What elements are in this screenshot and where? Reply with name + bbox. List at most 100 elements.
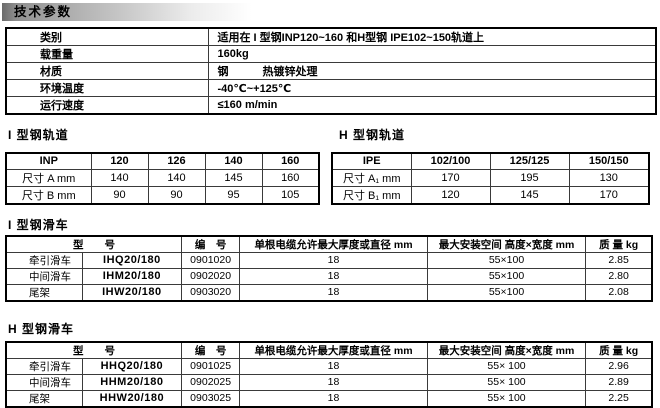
cell: 18 [239,267,428,285]
param-value: 适用在 I 型钢INP120~160 和H型钢 IPE102~150轨道上 [207,27,657,46]
header-cell: 质 量 kg [585,235,653,253]
title-banner: 技术参数 [2,3,254,21]
cell: 105 [261,185,320,204]
trolley-code: 0903020 [181,283,241,301]
param-value: -40℃~+125℃ [207,79,657,97]
trolley-type: 牵引滑车 [5,357,83,375]
i-trolley-table: 型 号 编 号 单根电缆允许最大厚度或直径 mm 最大安装空间 高度×宽度 mm… [5,234,653,302]
cell: 2.89 [585,373,653,391]
cell: 195 [489,168,570,187]
cell: 18 [239,283,428,301]
cell: 55×100 [426,251,587,269]
table-row: 尺寸 A mm 140 140 145 160 [5,168,320,187]
trolley-model: HHM20/180 [81,373,183,391]
table-row: 类别 适用在 I 型钢INP120~160 和H型钢 IPE102~150轨道上 [5,27,657,46]
cell: 2.96 [585,357,653,375]
cell: 18 [239,373,428,391]
rail-section: I 型钢轨道 INP 120 126 140 160 尺寸 A mm 140 1… [0,115,660,205]
header-cell: 单根电缆允许最大厚度或直径 mm [239,341,428,359]
table-row: 牵引滑车 HHQ20/180 0901025 18 55× 100 2.96 [5,357,653,375]
trolley-type: 牵引滑车 [5,251,83,269]
trolley-code: 0903025 [181,389,241,407]
param-value-secondary: 热镀锌处理 [262,66,318,78]
h-rail-table: IPE 102/100 125/125 150/150 尺寸 A₁ mm 170… [331,152,650,205]
cell: 18 [239,389,428,407]
cell: 90 [90,185,149,204]
table-row: 尾架 IHW20/180 0903020 18 55×100 2.08 [5,283,653,301]
cell: 2.80 [585,267,653,285]
h-rail-heading: H 型钢轨道 [339,128,406,142]
table-row: 型 号 编 号 单根电缆允许最大厚度或直径 mm 最大安装空间 高度×宽度 mm… [5,235,653,253]
h-rail-section: H 型钢轨道 IPE 102/100 125/125 150/150 尺寸 A₁… [331,115,660,205]
table-row: 尺寸 A₁ mm 170 195 130 [331,168,650,187]
table-row: 材质 钢热镀锌处理 [5,62,657,80]
cell: 170 [568,185,650,204]
table-row: 尺寸 B₁ mm 120 145 170 [331,185,650,204]
trolley-code: 0902020 [181,267,241,285]
param-label: 类别 [5,27,209,46]
h-trolley-heading: H 型钢滑车 [8,321,75,336]
cell: 2.08 [585,283,653,301]
cell: 55× 100 [426,357,587,375]
trolley-model: HHW20/180 [81,389,183,407]
i-rail-heading: I 型钢轨道 [8,128,69,142]
row-label: 尺寸 A₁ mm [331,168,412,187]
header-cell: 102/100 [410,152,491,170]
header-cell: 140 [204,152,263,170]
table-row: 尾架 HHW20/180 0903025 18 55× 100 2.25 [5,389,653,407]
param-label: 材质 [5,62,209,80]
header-cell: 编 号 [181,341,241,359]
trolley-type: 中间滑车 [5,267,83,285]
cell: 140 [90,168,149,187]
h-trolley-table: 型 号 编 号 单根电缆允许最大厚度或直径 mm 最大安装空间 高度×宽度 mm… [5,340,653,408]
header-cell: 150/150 [568,152,650,170]
cell: 2.25 [585,389,653,407]
row-label: 尺寸 B₁ mm [331,185,412,204]
header-cell: 120 [90,152,149,170]
cell: 160 [261,168,320,187]
param-value: 160kg [207,45,657,63]
table-row: 载重量 160kg [5,45,657,63]
tech-params-table: 类别 适用在 I 型钢INP120~160 和H型钢 IPE102~150轨道上… [5,27,657,115]
page-title: 技术参数 [14,5,73,19]
table-row: 型 号 编 号 单根电缆允许最大厚度或直径 mm 最大安装空间 高度×宽度 mm… [5,341,653,359]
header-cell: INP [5,152,92,170]
header-cell: 160 [261,152,320,170]
cell: 55× 100 [426,373,587,391]
header-cell: 质 量 kg [585,341,653,359]
cell: 18 [239,357,428,375]
cell: 90 [147,185,206,204]
cell: 140 [147,168,206,187]
param-label: 环境温度 [5,79,209,97]
trolley-code: 0902025 [181,373,241,391]
header-cell: 型 号 [5,341,183,359]
trolley-model: IHM20/180 [81,267,183,285]
param-label: 运行速度 [5,96,209,115]
header-cell: IPE [331,152,412,170]
cell: 145 [489,185,570,204]
table-row: 中间滑车 IHM20/180 0902020 18 55×100 2.80 [5,267,653,285]
cell: 145 [204,168,263,187]
trolley-code: 0901025 [181,357,241,375]
i-rail-section: I 型钢轨道 INP 120 126 140 160 尺寸 A mm 140 1… [0,115,331,205]
table-row: 环境温度 -40℃~+125℃ [5,79,657,97]
param-value: ≤160 m/min [207,96,657,115]
table-row: IPE 102/100 125/125 150/150 [331,152,650,170]
i-rail-table: INP 120 126 140 160 尺寸 A mm 140 140 145 … [5,152,320,205]
trolley-type: 中间滑车 [5,373,83,391]
header-cell: 单根电缆允许最大厚度或直径 mm [239,235,428,253]
header-cell: 最大安装空间 高度×宽度 mm [426,341,587,359]
trolley-model: HHQ20/180 [81,357,183,375]
cell: 95 [204,185,263,204]
header-cell: 126 [147,152,206,170]
trolley-code: 0901020 [181,251,241,269]
header-cell: 最大安装空间 高度×宽度 mm [426,235,587,253]
cell: 2.85 [585,251,653,269]
table-row: 牵引滑车 IHQ20/180 0901020 18 55×100 2.85 [5,251,653,269]
trolley-type: 尾架 [5,389,83,407]
trolley-model: IHW20/180 [81,283,183,301]
cell: 130 [568,168,650,187]
cell: 55×100 [426,267,587,285]
cell: 55×100 [426,283,587,301]
table-row: 运行速度 ≤160 m/min [5,96,657,115]
